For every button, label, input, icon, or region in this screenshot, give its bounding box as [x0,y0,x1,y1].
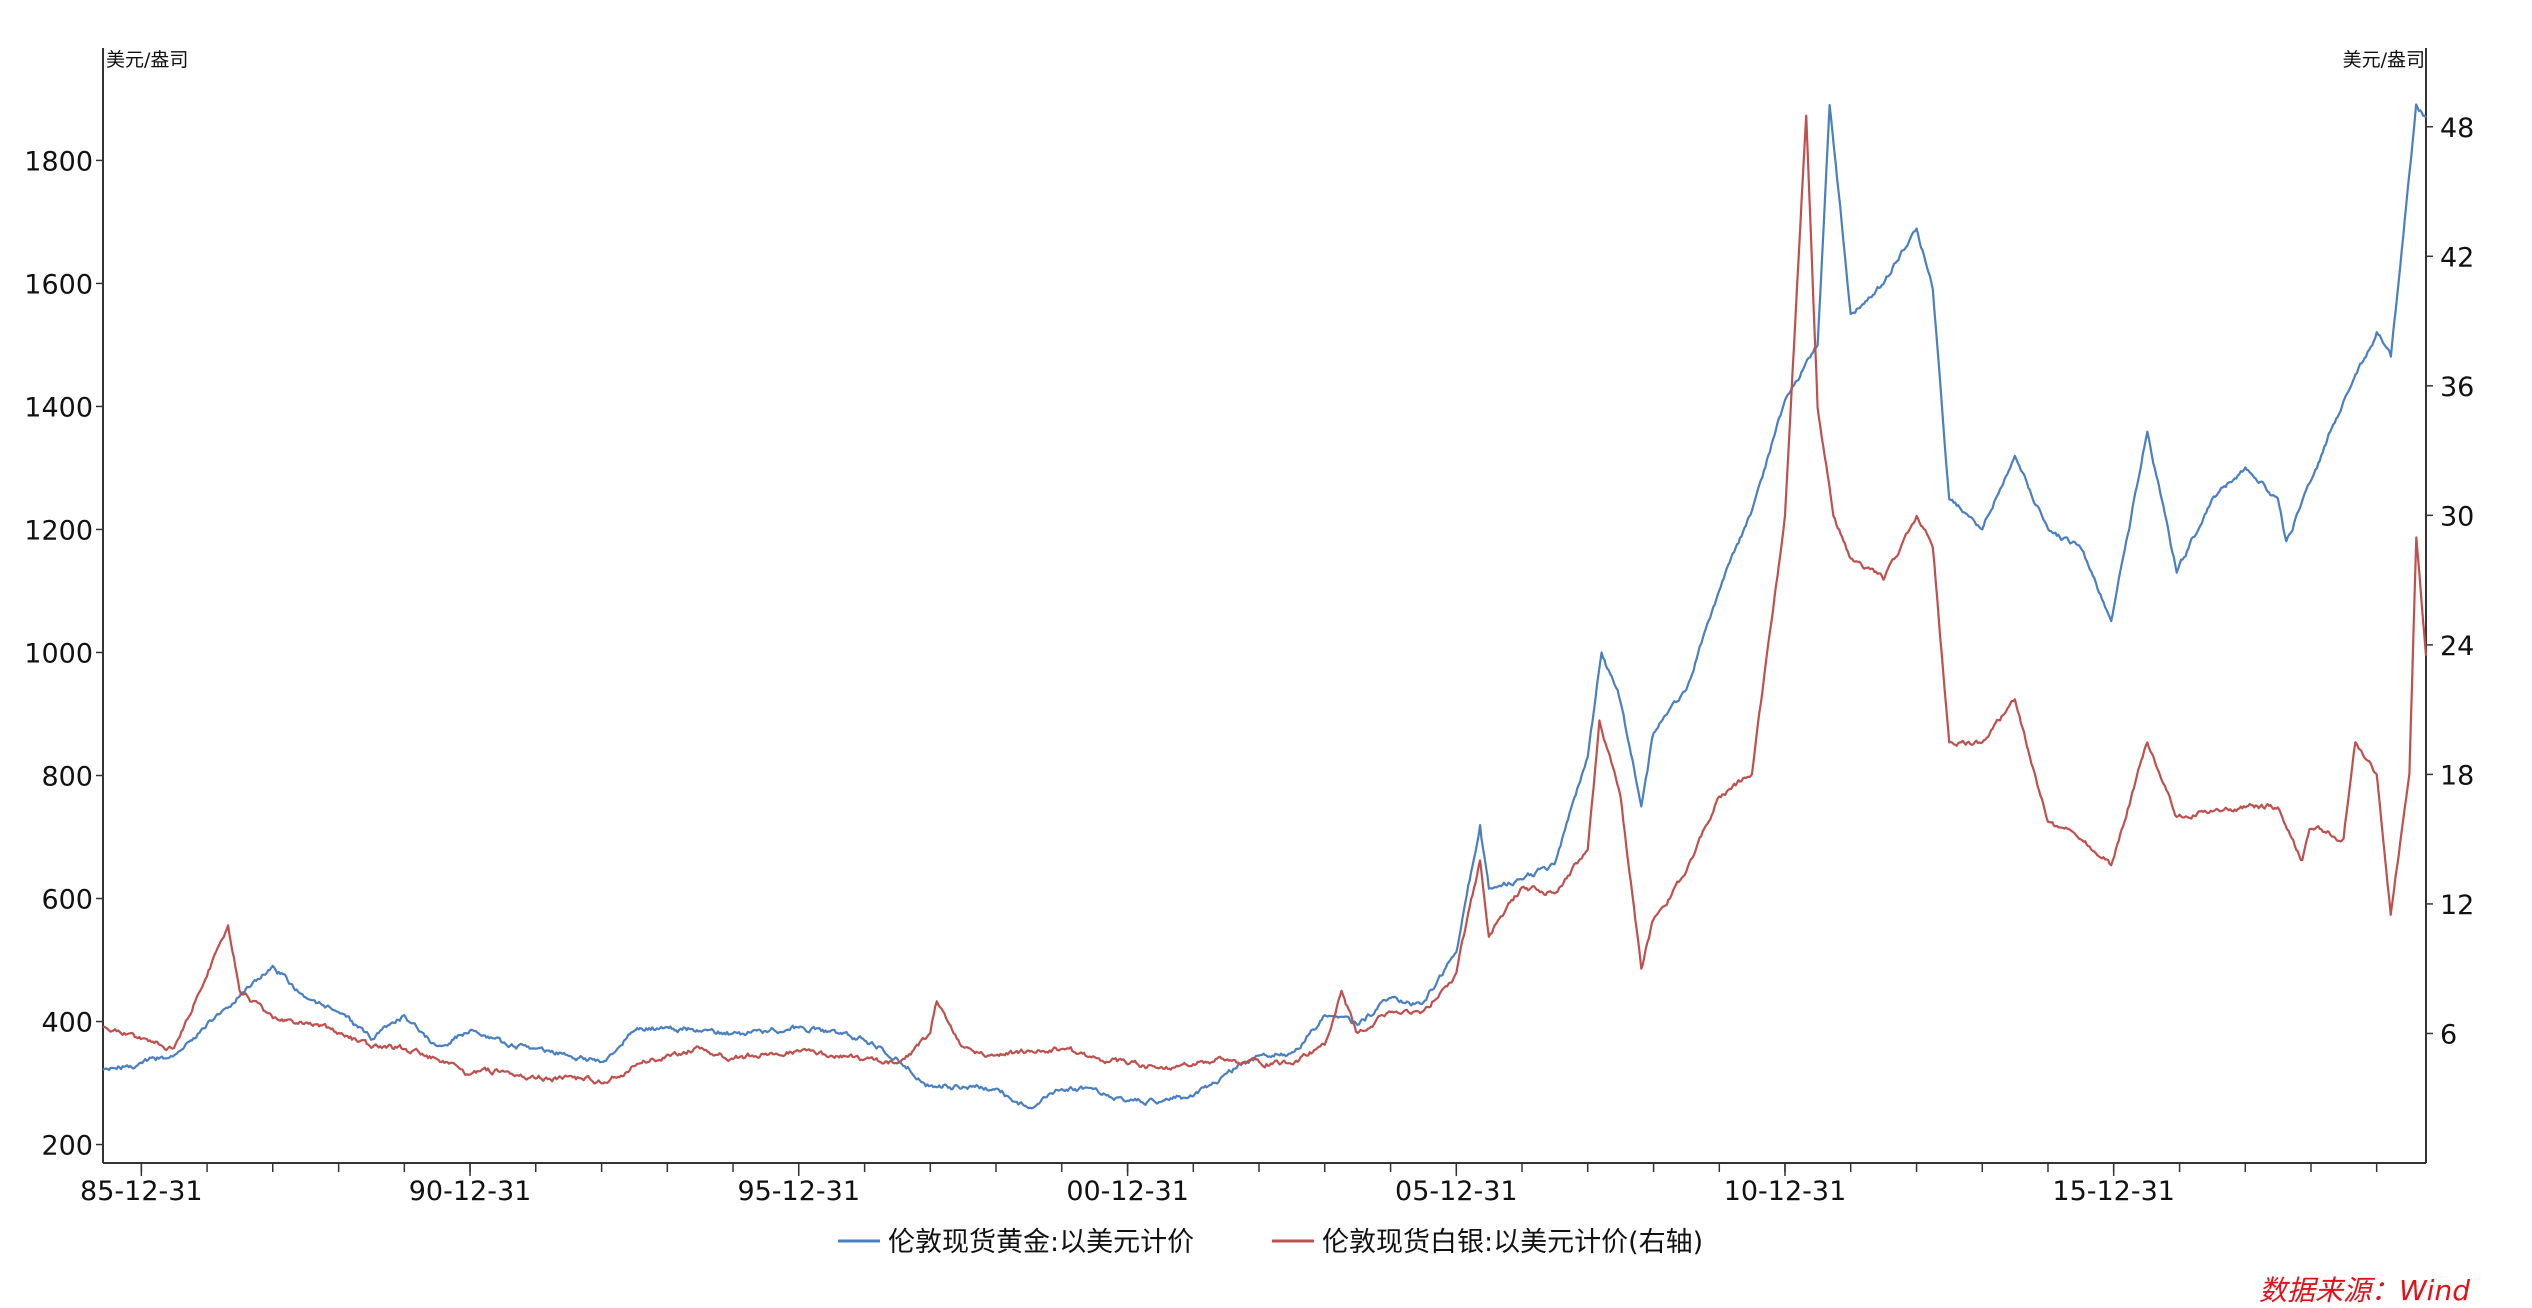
y-left-tick-label: 200 [41,1131,93,1162]
y-right-tick-label: 36 [2440,372,2474,403]
y-right-tick-label: 18 [2440,760,2474,791]
x-tick-label: 95-12-31 [737,1176,860,1207]
data-source-note: 数据来源：Wind [2259,1274,2470,1307]
x-tick-label: 90-12-31 [409,1176,532,1207]
plot-series [102,103,2428,1110]
y-right-axis: 6 12 18 24 30 36 42 48 [2425,48,2474,1163]
legend-label-gold: 伦敦现货黄金:以美元计价 [888,1227,1194,1258]
legend-label-silver: 伦敦现货白银:以美元计价(右轴) [1322,1227,1703,1258]
x-axis: 85-12-31 90-12-31 95-12-31 00-12-31 05-12-31… [80,1162,2426,1207]
y-right-tick-label: 30 [2440,501,2474,532]
series-line-gold [102,103,2427,1110]
series-line-silver [102,114,2428,1085]
y-right-tick-label: 6 [2440,1019,2457,1050]
y-left-tick-label: 1000 [24,638,93,669]
y-left-unit-label: 美元/盎司 [106,49,188,71]
y-left-tick-label: 1200 [24,515,93,546]
legend: 伦敦现货黄金:以美元计价 伦敦现货白银:以美元计价(右轴) [838,1227,1703,1258]
y-right-tick-label: 48 [2440,113,2474,144]
y-left-tick-label: 1800 [24,146,93,177]
y-right-unit-label: 美元/盎司 [2343,49,2425,71]
y-right-tick-label: 12 [2440,890,2474,921]
y-left-tick-label: 800 [41,761,93,792]
x-tick-label: 10-12-31 [1724,1176,1847,1207]
x-tick-label: 15-12-31 [2052,1176,2175,1207]
y-left-tick-label: 1400 [24,392,93,423]
y-left-tick-label: 400 [41,1008,93,1039]
y-left-axis: 200 400 600 800 1000 1200 1400 1600 1800 [24,48,104,1163]
y-left-tick-label: 1600 [24,269,93,300]
x-tick-label: 00-12-31 [1066,1176,1189,1207]
y-left-tick-label: 600 [41,885,93,916]
x-tick-label: 85-12-31 [80,1176,203,1207]
x-tick-label: 05-12-31 [1395,1176,1518,1207]
y-right-tick-label: 42 [2440,242,2474,273]
y-right-tick-label: 24 [2440,631,2474,662]
